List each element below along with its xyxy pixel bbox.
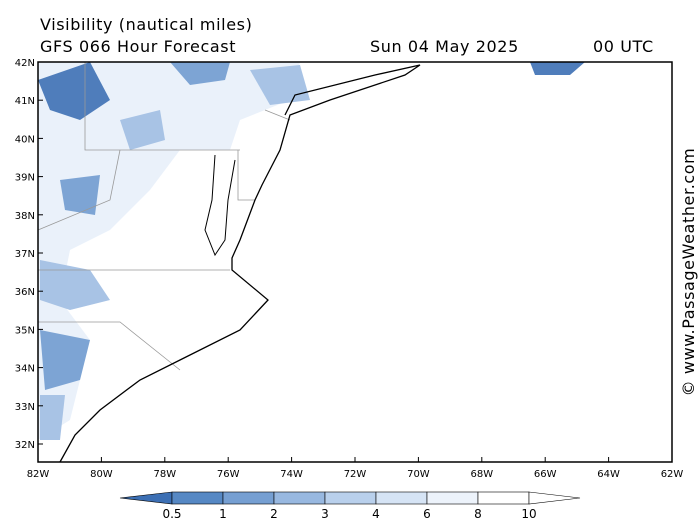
coastline — [59, 64, 421, 463]
colorbar-label: 3 — [321, 507, 329, 521]
lon-label: 62W — [661, 469, 684, 480]
lat-label: 33N — [15, 402, 35, 413]
colorbar-swatch — [222, 491, 275, 505]
title: Visibility (nautical miles) — [40, 15, 252, 34]
colorbar-label: 1 — [219, 507, 227, 521]
lon-label: 68W — [470, 469, 493, 480]
lat-label: 39N — [15, 173, 35, 184]
colorbar-swatch — [171, 491, 224, 505]
colorbar-label: 4 — [372, 507, 380, 521]
colorbar-low-arrow — [119, 491, 173, 505]
lon-label: 80W — [90, 469, 113, 480]
colorbar-swatch — [426, 491, 479, 505]
chesapeake-bay — [204, 154, 236, 257]
state-borders — [37, 62, 291, 371]
lon-label: 78W — [153, 469, 176, 480]
date: Sun 04 May 2025 — [370, 37, 519, 56]
lon-label: 76W — [217, 469, 240, 480]
colorbar-swatch — [477, 491, 530, 505]
colorbar-swatch — [324, 491, 377, 505]
lon-label: 72W — [344, 469, 367, 480]
lon-label: 66W — [534, 469, 557, 480]
watermark: © www.PassageWeather.com — [679, 148, 698, 397]
lat-label: 36N — [15, 287, 35, 298]
lat-label: 40N — [15, 134, 35, 145]
colorbar-swatch — [375, 491, 428, 505]
colorbar-label: 10 — [521, 507, 536, 521]
lat-label: 37N — [15, 249, 35, 260]
colorbar-label: 8 — [474, 507, 482, 521]
lat-label: 42N — [15, 58, 35, 69]
colorbar: 0.5 1 2 3 4 6 8 10 — [119, 491, 581, 521]
time: 00 UTC — [593, 37, 654, 56]
lat-label: 32N — [15, 440, 35, 451]
lat-label: 34N — [15, 364, 35, 375]
lon-label: 70W — [407, 469, 430, 480]
lon-label: 64W — [597, 469, 620, 480]
lat-label: 38N — [15, 211, 35, 222]
colorbar-swatch — [273, 491, 326, 505]
lon-label: 74W — [280, 469, 303, 480]
subtitle: GFS 066 Hour Forecast — [40, 37, 236, 56]
lon-label: 82W — [27, 469, 50, 480]
map-area — [37, 61, 673, 463]
colorbar-label: 0.5 — [162, 507, 181, 521]
visibility-field — [38, 62, 585, 440]
lat-label: 35N — [15, 325, 35, 336]
lat-label: 41N — [15, 96, 35, 107]
colorbar-high-arrow — [528, 491, 581, 505]
colorbar-label: 6 — [423, 507, 431, 521]
colorbar-label: 2 — [270, 507, 278, 521]
